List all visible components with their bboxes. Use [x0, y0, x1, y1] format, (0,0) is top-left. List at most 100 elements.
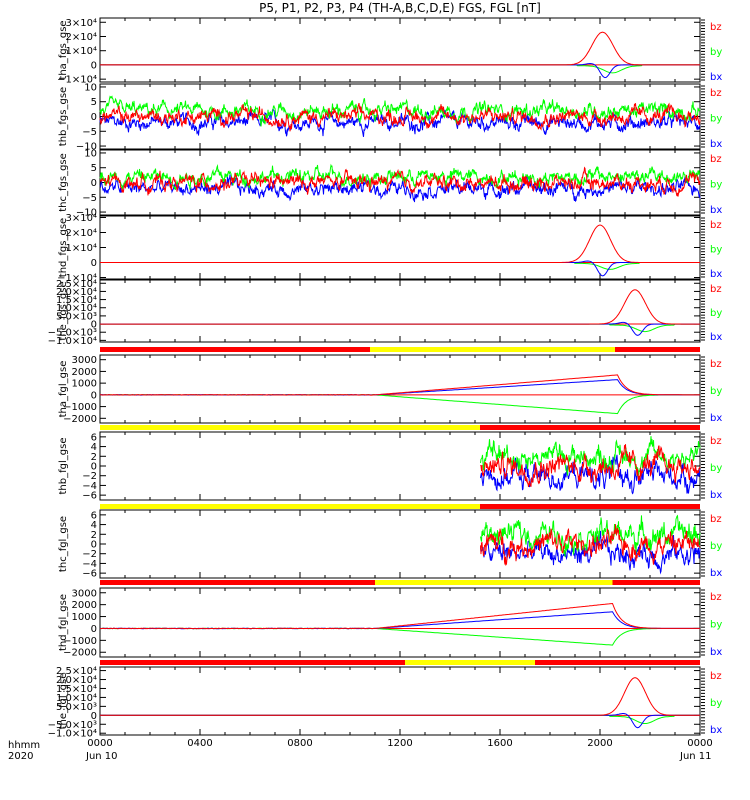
x-tick-label: 0400 [187, 738, 212, 749]
y-tick-label: −5.0×10³ [48, 720, 97, 731]
legend-bz: bz [710, 436, 722, 447]
y-tick-label: −1.0×10⁴ [48, 336, 97, 347]
status-bar-segment [480, 425, 700, 430]
y-tick-label: 2.0×10⁴ [56, 287, 97, 298]
series-by [99, 394, 700, 415]
x-tick-label: 0000 [87, 738, 112, 749]
y-tick-label: 0 [91, 540, 97, 551]
y-tick-label: 10 [84, 82, 97, 93]
y-axis-label: tha_fgl_gse [58, 361, 69, 418]
series-bz [100, 224, 700, 263]
legend-bx: bx [710, 139, 722, 150]
y-tick-label: 0 [91, 624, 97, 635]
y-tick-label: 0 [91, 711, 97, 722]
y-tick-label: 6 [91, 510, 97, 521]
y-tick-label: −2000 [63, 414, 97, 425]
series-by [100, 262, 700, 270]
y-tick-label: 5 [91, 163, 97, 174]
series-by [100, 64, 700, 74]
series-bz [480, 524, 701, 567]
status-bar-segment [480, 504, 700, 509]
page-title: P5, P1, P2, P3, P4 (TH-A,B,C,D,E) FGS, F… [259, 1, 541, 15]
y-tick-label: −1000 [63, 402, 97, 413]
legend-bx: bx [710, 269, 722, 280]
status-bar-segment [100, 504, 480, 509]
y-tick-label: 2 [91, 452, 97, 463]
legend-bx: bx [710, 205, 722, 216]
legend-bz: bz [710, 514, 722, 525]
legend-bx: bx [710, 568, 722, 579]
legend-bx: bx [710, 413, 722, 424]
legend-bz: bz [710, 359, 722, 370]
legend-bz: bz [710, 671, 722, 682]
status-bar-segment [405, 660, 535, 665]
series-by [100, 714, 700, 724]
y-tick-label: −2000 [63, 648, 97, 659]
y-tick-label: −10 [76, 142, 97, 153]
panel-frame [99, 149, 701, 216]
y-tick-label: 0 [91, 390, 97, 401]
y-tick-label: 2×10⁴ [66, 32, 97, 43]
y-tick-label: −10 [76, 208, 97, 219]
legend-bx: bx [710, 332, 722, 343]
legend-bz: bz [710, 592, 722, 603]
y-tick-label: −1.0×10⁴ [48, 729, 97, 740]
y-axis-label: thd_fgs_gse [58, 218, 69, 277]
legend-by: by [710, 541, 722, 552]
status-bar-segment [615, 347, 700, 352]
y-tick-label: 1000 [72, 612, 97, 623]
y-tick-label: 3000 [72, 355, 97, 366]
panel-frame [99, 509, 701, 579]
y-axis-label: thc_fgl_gse [58, 516, 69, 572]
y-axis-label: the_fgl_gse [58, 673, 69, 730]
y-tick-label: −1000 [63, 636, 97, 647]
y-tick-label: 0 [91, 178, 97, 189]
series-bx [99, 108, 701, 137]
legend-by: by [710, 463, 722, 474]
series-by [100, 323, 700, 333]
panel-frame [99, 666, 701, 736]
y-tick-label: 3×10⁴ [66, 18, 97, 29]
series-by [100, 627, 700, 646]
series-by [99, 163, 701, 190]
x-tick-label: 2000 [587, 738, 612, 749]
panel-frame [99, 587, 701, 658]
y-tick-label: −5.0×10³ [48, 328, 97, 339]
series-bz [99, 166, 701, 197]
footer-year-label: 2020 [8, 751, 34, 762]
legend-bx: bx [710, 725, 722, 736]
series-bz [99, 602, 700, 630]
status-bar-segment [535, 660, 700, 665]
legend-by: by [710, 114, 722, 125]
y-tick-label: 0 [91, 462, 97, 473]
legend-bz: bz [710, 22, 722, 33]
x-tick-label: 0800 [287, 738, 312, 749]
legend-bx: bx [710, 647, 722, 658]
legend-bx: bx [710, 72, 722, 83]
y-tick-label: −4 [82, 481, 97, 492]
y-tick-label: 2.5×10⁴ [56, 666, 97, 677]
y-tick-label: 1.0×10⁴ [56, 303, 97, 314]
y-tick-label: 2 [91, 530, 97, 541]
x-tick-label: 0000 [687, 738, 712, 749]
footer-end-date: Jun 11 [680, 751, 712, 762]
y-tick-label: 1000 [72, 379, 97, 390]
legend-bz: bz [710, 220, 722, 231]
y-tick-label: 2000 [72, 600, 97, 611]
y-tick-label: −1×10⁴ [57, 75, 97, 86]
y-tick-label: 5 [91, 97, 97, 108]
series-by [480, 514, 701, 557]
series-bx [100, 62, 700, 79]
y-tick-label: 0 [91, 60, 97, 71]
y-tick-label: −5 [82, 193, 97, 204]
y-tick-label: −1×10⁴ [57, 273, 97, 284]
y-axis-label: thb_fgl_gse [58, 438, 69, 495]
y-tick-label: 1.0×10⁴ [56, 693, 97, 704]
footer-start-date: Jun 10 [86, 751, 118, 762]
y-tick-label: 0 [91, 112, 97, 123]
y-tick-label: −5 [82, 127, 97, 138]
y-tick-label: 2×10⁴ [66, 228, 97, 239]
y-tick-label: 1.5×10⁴ [56, 684, 97, 695]
status-bar-segment [370, 347, 615, 352]
